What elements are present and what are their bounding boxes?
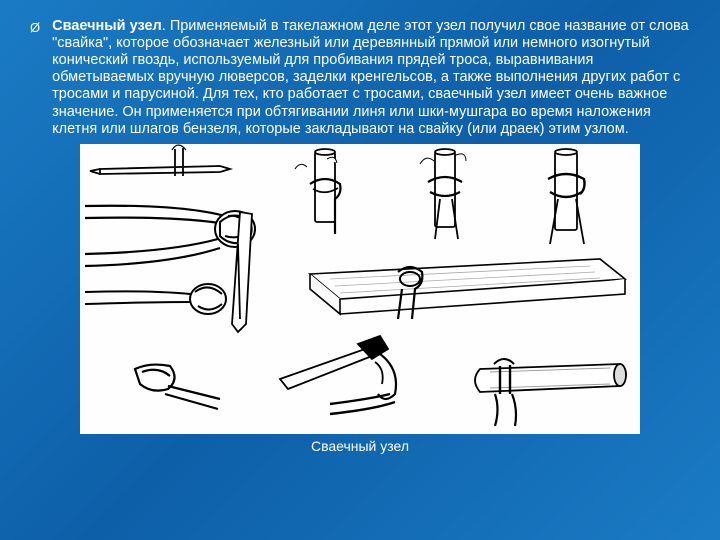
- knot-body: . Применяемый в такелажном деле этот узе…: [52, 18, 689, 137]
- figure-caption: Сваечный узел: [30, 438, 690, 454]
- bullet-item: Ø Сваечный узел. Применяемый в такелажно…: [30, 18, 690, 138]
- knot-diagram: [80, 144, 640, 434]
- slide-content: Ø Сваечный узел. Применяемый в такелажно…: [0, 0, 720, 454]
- knot-title: Сваечный узел: [52, 18, 162, 34]
- paragraph: Сваечный узел. Применяемый в такелажном …: [52, 18, 690, 138]
- bullet-glyph: Ø: [30, 20, 40, 35]
